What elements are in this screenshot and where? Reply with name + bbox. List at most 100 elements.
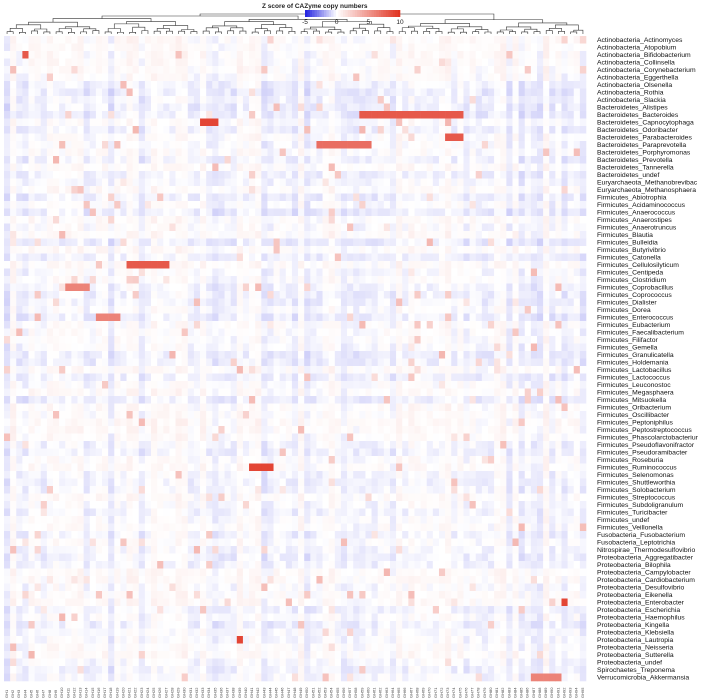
heatmap-cell: [83, 58, 91, 67]
heatmap-cell: [151, 276, 158, 284]
heatmap-cell: [157, 321, 164, 329]
heatmap-cell: [77, 186, 84, 194]
heatmap-cell: [500, 388, 507, 397]
heatmap-cell: [200, 58, 207, 67]
heatmap-cell: [224, 283, 231, 292]
heatmap-cell: [555, 321, 562, 329]
heatmap-cell: [261, 88, 268, 97]
heatmap-cell: [555, 43, 562, 52]
heatmap-cell: [408, 216, 415, 224]
heatmap-cell: [328, 193, 336, 202]
heatmap-cell: [114, 223, 121, 232]
heatmap-cell: [579, 291, 587, 299]
heatmap-cell: [536, 223, 544, 232]
heatmap-cell: [438, 231, 446, 239]
heatmap-cell: [163, 366, 170, 374]
heatmap-cell: [536, 291, 544, 299]
heatmap-cell: [457, 231, 464, 239]
heatmap-cell: [120, 403, 127, 412]
heatmap-cell: [438, 96, 446, 104]
heatmap-cell: [353, 88, 360, 97]
heatmap-cell: [512, 103, 519, 112]
heatmap-cell: [65, 306, 72, 314]
heatmap-cell: [212, 171, 219, 179]
heatmap-cell: [10, 268, 17, 277]
heatmap-cell: [4, 411, 11, 419]
heatmap-cell: [22, 358, 29, 367]
heatmap-cell: [163, 81, 170, 89]
heatmap-cell: [34, 133, 42, 142]
heatmap-cell: [420, 216, 428, 224]
heatmap-cell: [524, 118, 532, 127]
heatmap-cell: [371, 133, 379, 142]
heatmap-cell: [549, 261, 556, 269]
dendrogram-branch: [555, 24, 579, 31]
heatmap-cell: [304, 133, 311, 142]
heatmap-cell: [273, 126, 280, 134]
heatmap-cell: [555, 58, 562, 67]
heatmap-cell: [408, 298, 415, 307]
heatmap-cell: [212, 306, 219, 314]
heatmap-cell: [536, 261, 544, 269]
heatmap-cell: [347, 388, 354, 397]
heatmap-cell: [267, 336, 274, 344]
heatmap-cell: [261, 133, 268, 142]
heatmap-cell: [187, 163, 195, 172]
heatmap-cell: [40, 298, 48, 307]
heatmap-cell: [549, 366, 556, 374]
heatmap-cell: [463, 246, 470, 254]
heatmap-cell: [316, 388, 323, 397]
heatmap-cell: [71, 403, 78, 412]
heatmap-cell: [506, 261, 513, 269]
heatmap-cell: [108, 366, 115, 374]
heatmap-cell: [16, 403, 23, 412]
heatmap-cell: [16, 141, 23, 149]
heatmap-cell: [420, 253, 428, 262]
heatmap-cell: [567, 201, 575, 209]
heatmap-cell: [322, 298, 329, 307]
heatmap-cell: [212, 276, 219, 284]
heatmap-cell: [255, 238, 262, 247]
heatmap-cell: [500, 126, 507, 134]
heatmap-cell: [242, 321, 250, 329]
heatmap-cell: [151, 403, 158, 412]
heatmap-cell: [347, 118, 354, 127]
heatmap-cell: [230, 321, 238, 329]
heatmap-cell: [426, 163, 434, 172]
heatmap-cell: [328, 141, 336, 149]
heatmap-cell: [469, 88, 477, 97]
heatmap-cell: [157, 223, 164, 232]
heatmap-cell: [169, 73, 176, 82]
heatmap-cell: [426, 186, 434, 194]
dendrogram-branch: [107, 28, 121, 33]
heatmap-cell: [34, 36, 42, 44]
heatmap-cell: [543, 231, 550, 239]
heatmap-cell: [518, 201, 526, 209]
heatmap-cell: [334, 171, 342, 179]
heatmap-cell: [218, 186, 225, 194]
heatmap-cell: [181, 306, 189, 314]
heatmap-cell: [206, 246, 213, 254]
heatmap-cell: [114, 156, 121, 164]
heatmap-cell: [212, 343, 219, 352]
heatmap-cell: [89, 156, 97, 164]
heatmap-cell: [555, 96, 562, 104]
heatmap-cell: [512, 43, 519, 52]
heatmap-cell: [132, 358, 140, 367]
heatmap-cell: [316, 73, 323, 82]
heatmap-cell: [396, 298, 403, 307]
heatmap-cell: [359, 171, 366, 179]
heatmap-cell: [561, 328, 568, 337]
legend-color-step: [388, 10, 391, 17]
heatmap-cell: [236, 336, 244, 344]
heatmap-cell: [555, 411, 562, 419]
heatmap-cell: [108, 51, 115, 59]
heatmap-cell: [291, 358, 299, 367]
heatmap-cell: [200, 156, 207, 164]
heatmap-cell: [506, 351, 513, 359]
heatmap-cell: [494, 396, 501, 404]
heatmap-cell: [524, 111, 532, 119]
heatmap-cell: [432, 51, 440, 59]
heatmap-cell: [512, 336, 519, 344]
heatmap-cell: [371, 223, 379, 232]
